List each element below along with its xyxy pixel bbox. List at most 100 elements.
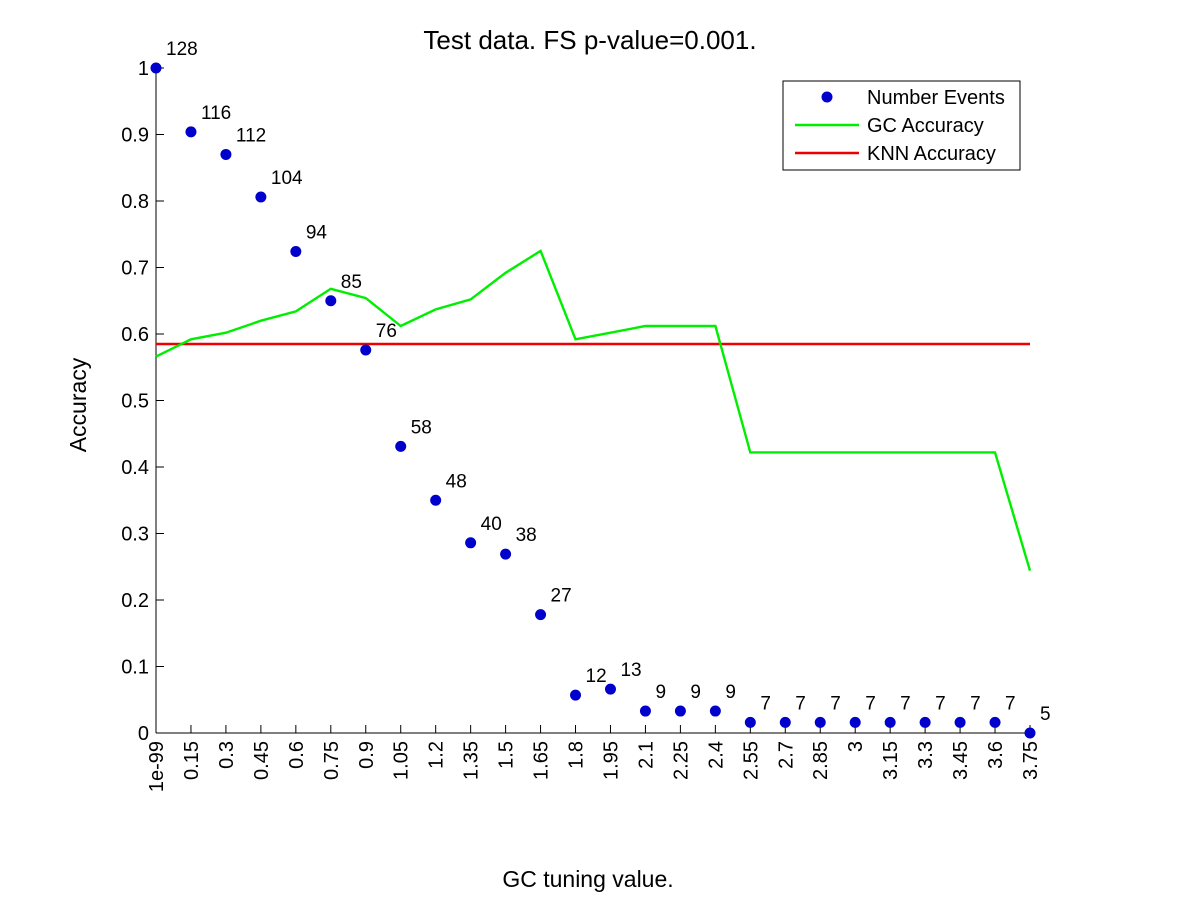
event-point-label: 7 xyxy=(900,693,911,714)
event-point-label: 12 xyxy=(586,666,607,687)
event-point-label: 85 xyxy=(341,272,362,293)
x-tick-label: 0.9 xyxy=(356,741,378,769)
x-tick-label: 1.35 xyxy=(461,741,483,780)
x-tick-label: 3.3 xyxy=(915,741,937,769)
x-tick-label: 3 xyxy=(845,741,867,752)
event-point-label: 112 xyxy=(236,125,266,146)
event-point xyxy=(465,537,477,549)
event-point-label: 104 xyxy=(271,168,303,189)
event-point-label: 9 xyxy=(690,682,701,703)
x-tick-label: 1.5 xyxy=(496,741,518,769)
event-point-label: 13 xyxy=(620,660,641,681)
event-point xyxy=(290,246,302,258)
event-point-label: 58 xyxy=(411,417,432,438)
event-point xyxy=(744,716,756,728)
event-point xyxy=(255,191,267,203)
x-tick-label: 1e-99 xyxy=(146,741,168,792)
event-point-label: 94 xyxy=(306,223,328,244)
event-point xyxy=(395,440,407,452)
event-point xyxy=(360,344,372,356)
event-point xyxy=(220,148,232,160)
event-point xyxy=(430,494,442,506)
gc-accuracy-line xyxy=(155,249,1032,572)
event-point xyxy=(779,716,791,728)
event-point xyxy=(919,716,931,728)
event-point-label: 27 xyxy=(551,586,572,607)
event-point xyxy=(535,609,547,621)
event-point xyxy=(150,62,162,74)
x-tick-label: 1.65 xyxy=(531,741,553,780)
x-tick-label: 0.15 xyxy=(181,741,203,780)
event-point-label: 7 xyxy=(760,693,771,714)
y-tick-label: 0.9 xyxy=(121,125,149,147)
event-point-label: 40 xyxy=(481,514,502,535)
event-point xyxy=(1024,727,1036,739)
x-tick-label: 2.55 xyxy=(740,741,762,780)
event-point-label: 9 xyxy=(655,682,666,703)
y-tick-label: 0 xyxy=(138,723,149,745)
y-axis-label: Accuracy xyxy=(65,357,91,452)
y-tick-label: 0.5 xyxy=(121,391,149,413)
x-axis-label: GC tuning value. xyxy=(502,866,673,892)
event-point xyxy=(500,548,512,560)
x-tick-label: 0.3 xyxy=(216,741,238,769)
event-point-label: 116 xyxy=(201,103,231,124)
event-point-label: 7 xyxy=(970,693,981,714)
event-point-label: 7 xyxy=(935,693,946,714)
event-point-label: 128 xyxy=(166,39,198,60)
x-tick-label: 0.6 xyxy=(286,741,308,769)
x-tick-label: 2.85 xyxy=(810,741,832,780)
event-point xyxy=(674,705,686,717)
x-tick-label: 1.2 xyxy=(426,741,448,769)
x-tick-label: 2.1 xyxy=(635,741,657,769)
y-tick-label: 0.8 xyxy=(121,191,149,213)
x-tick-label: 0.75 xyxy=(321,741,343,780)
y-tick-label: 1 xyxy=(138,58,149,80)
x-tick-label: 2.4 xyxy=(705,741,727,769)
event-point xyxy=(814,716,826,728)
event-point-label: 5 xyxy=(1040,704,1051,725)
y-tick-label: 0.2 xyxy=(121,590,149,612)
x-tick-label: 3.45 xyxy=(950,741,972,780)
event-point-label: 76 xyxy=(376,321,397,342)
event-point xyxy=(954,716,966,728)
event-point xyxy=(604,683,616,695)
event-point-label: 7 xyxy=(795,693,806,714)
event-point-label: 9 xyxy=(725,682,736,703)
y-tick-label: 0.3 xyxy=(121,524,149,546)
event-point xyxy=(989,716,1001,728)
event-point xyxy=(185,126,197,138)
event-point-label: 7 xyxy=(865,693,876,714)
x-tick-label: 3.15 xyxy=(880,741,902,780)
legend: Number Events GC Accuracy KNN Accuracy xyxy=(782,80,1021,171)
y-tick-label: 0.1 xyxy=(121,657,149,679)
event-point-label: 38 xyxy=(516,525,537,546)
event-point xyxy=(570,689,582,701)
legend-label: GC Accuracy xyxy=(867,115,984,137)
event-point-label: 7 xyxy=(830,693,841,714)
event-point xyxy=(325,295,337,307)
event-point xyxy=(884,716,896,728)
x-tick-label: 1.95 xyxy=(600,741,622,780)
x-tick-label: 0.45 xyxy=(251,741,273,780)
y-tick-label: 0.6 xyxy=(121,324,149,346)
chart-title: Test data. FS p-value=0.001. xyxy=(423,25,756,55)
y-tick-label: 0.4 xyxy=(121,457,149,479)
axes: 0 0.1 0.2 0.3 0.4 0.5 0.6 0.7 0.8 0.9 1 1e-99 0.15 0.… xyxy=(121,58,1042,792)
legend-label: KNN Accuracy xyxy=(867,143,996,165)
gc-accuracy-series xyxy=(155,249,1032,572)
legend-label: Number Events xyxy=(867,87,1005,109)
legend-marker xyxy=(821,91,833,103)
x-tick-label: 3.6 xyxy=(985,741,1007,769)
x-tick-label: 1.05 xyxy=(391,741,413,780)
x-tick-label: 1.8 xyxy=(566,741,588,769)
event-point-label: 48 xyxy=(446,471,467,492)
event-point xyxy=(639,705,651,717)
y-tick-label: 0.7 xyxy=(121,258,149,280)
event-point xyxy=(709,705,721,717)
x-tick-label: 2.25 xyxy=(670,741,692,780)
event-point-label: 7 xyxy=(1005,693,1016,714)
